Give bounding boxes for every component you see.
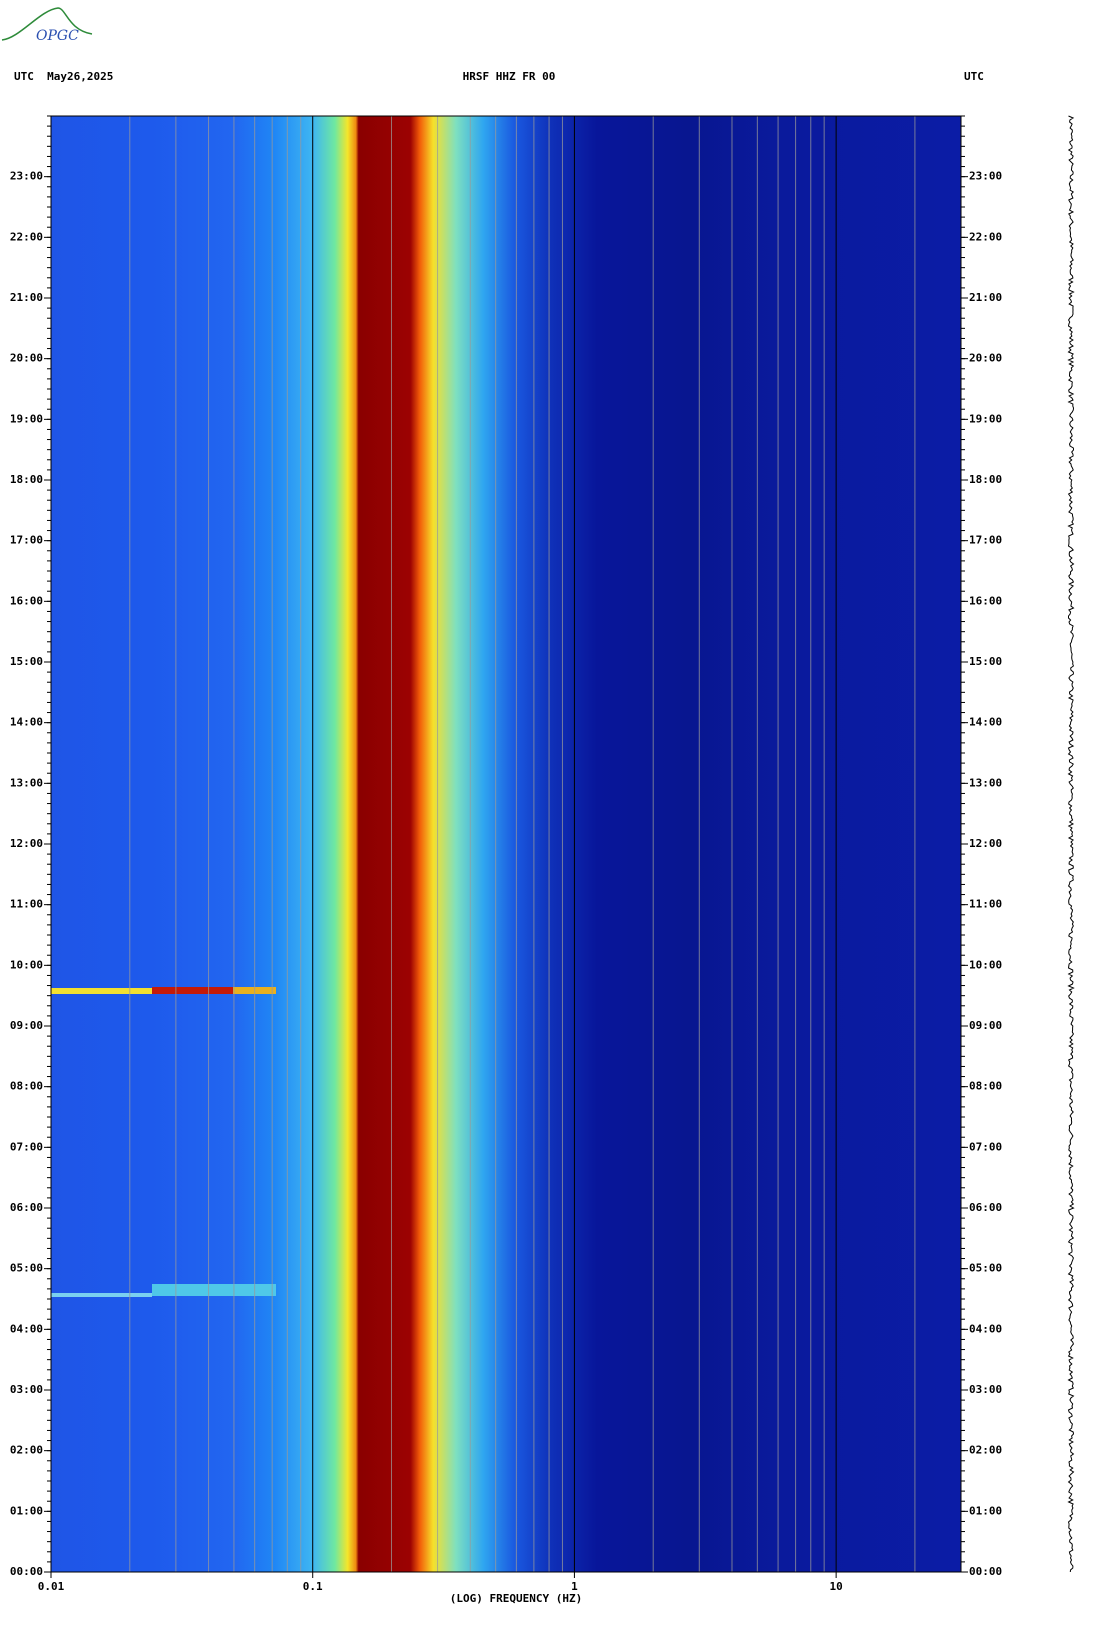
y-tick-label-right: 08:00 bbox=[969, 1080, 1002, 1093]
y-tick-label: 18:00 bbox=[10, 473, 43, 486]
y-tick-label: 15:00 bbox=[10, 655, 43, 668]
y-tick-label: 03:00 bbox=[10, 1383, 43, 1396]
x-tick-label: 1 bbox=[571, 1580, 578, 1593]
y-tick-label: 17:00 bbox=[10, 534, 43, 547]
y-tick-label: 02:00 bbox=[10, 1444, 43, 1457]
y-tick-label-right: 17:00 bbox=[969, 534, 1002, 547]
x-tick-label: 0.01 bbox=[38, 1580, 65, 1593]
y-tick-label-right: 05:00 bbox=[969, 1262, 1002, 1275]
y-tick-label: 09:00 bbox=[10, 1019, 43, 1032]
y-tick-label-right: 09:00 bbox=[969, 1019, 1002, 1032]
y-tick-label-right: 23:00 bbox=[969, 170, 1002, 183]
y-tick-label: 22:00 bbox=[10, 230, 43, 243]
y-tick-label-right: 22:00 bbox=[969, 230, 1002, 243]
y-tick-label: 10:00 bbox=[10, 958, 43, 971]
y-tick-label: 05:00 bbox=[10, 1262, 43, 1275]
y-tick-label: 04:00 bbox=[10, 1322, 43, 1335]
y-tick-label: 00:00 bbox=[10, 1565, 43, 1578]
y-tick-label: 14:00 bbox=[10, 716, 43, 729]
y-tick-label-right: 16:00 bbox=[969, 594, 1002, 607]
y-tick-label: 21:00 bbox=[10, 291, 43, 304]
y-tick-label-right: 20:00 bbox=[969, 352, 1002, 365]
y-tick-label-right: 15:00 bbox=[969, 655, 1002, 668]
y-tick-label: 06:00 bbox=[10, 1201, 43, 1214]
x-axis-label: (LOG) FREQUENCY (HZ) bbox=[450, 1592, 582, 1605]
y-tick-label-right: 12:00 bbox=[969, 837, 1002, 850]
y-tick-label: 13:00 bbox=[10, 776, 43, 789]
y-tick-label-right: 04:00 bbox=[969, 1322, 1002, 1335]
y-tick-label: 01:00 bbox=[10, 1504, 43, 1517]
x-tick-label: 10 bbox=[830, 1580, 843, 1593]
y-tick-label-right: 11:00 bbox=[969, 898, 1002, 911]
logo: OPGC bbox=[1, 7, 93, 44]
y-tick-label: 11:00 bbox=[10, 898, 43, 911]
y-tick-label-right: 21:00 bbox=[969, 291, 1002, 304]
spectrogram bbox=[51, 116, 961, 1572]
seismic-trace bbox=[1067, 115, 1075, 1573]
title-right: UTC bbox=[964, 70, 984, 83]
title-left: UTC May26,2025 bbox=[14, 70, 113, 83]
event-streak bbox=[152, 1284, 276, 1296]
y-tick-label-right: 10:00 bbox=[969, 958, 1002, 971]
y-tick-label: 08:00 bbox=[10, 1080, 43, 1093]
logo-curve bbox=[1, 7, 93, 41]
y-tick-label: 20:00 bbox=[10, 352, 43, 365]
event-streak bbox=[51, 1293, 152, 1297]
y-tick-label-right: 18:00 bbox=[969, 473, 1002, 486]
y-tick-label-right: 13:00 bbox=[969, 776, 1002, 789]
y-tick-label-right: 02:00 bbox=[969, 1444, 1002, 1457]
logo-text: OPGC bbox=[36, 28, 79, 44]
grid bbox=[50, 116, 916, 1572]
y-tick-label-right: 19:00 bbox=[969, 412, 1002, 425]
y-tick-label: 12:00 bbox=[10, 837, 43, 850]
y-tick-label: 16:00 bbox=[10, 594, 43, 607]
y-tick-label-right: 14:00 bbox=[969, 716, 1002, 729]
y-tick-label-right: 07:00 bbox=[969, 1140, 1002, 1153]
x-tick-label: 0.1 bbox=[303, 1580, 323, 1593]
event-streak bbox=[51, 988, 152, 994]
chart-title: HRSF HHZ FR 00 bbox=[463, 70, 556, 83]
y-tick-label-right: 03:00 bbox=[969, 1383, 1002, 1396]
y-tick-label-right: 01:00 bbox=[969, 1504, 1002, 1517]
y-tick-label: 23:00 bbox=[10, 170, 43, 183]
y-tick-label: 07:00 bbox=[10, 1140, 43, 1153]
y-tick-label-right: 00:00 bbox=[969, 1565, 1002, 1578]
y-tick-label: 19:00 bbox=[10, 412, 43, 425]
y-tick-label-right: 06:00 bbox=[969, 1201, 1002, 1214]
event-streak bbox=[152, 987, 233, 994]
